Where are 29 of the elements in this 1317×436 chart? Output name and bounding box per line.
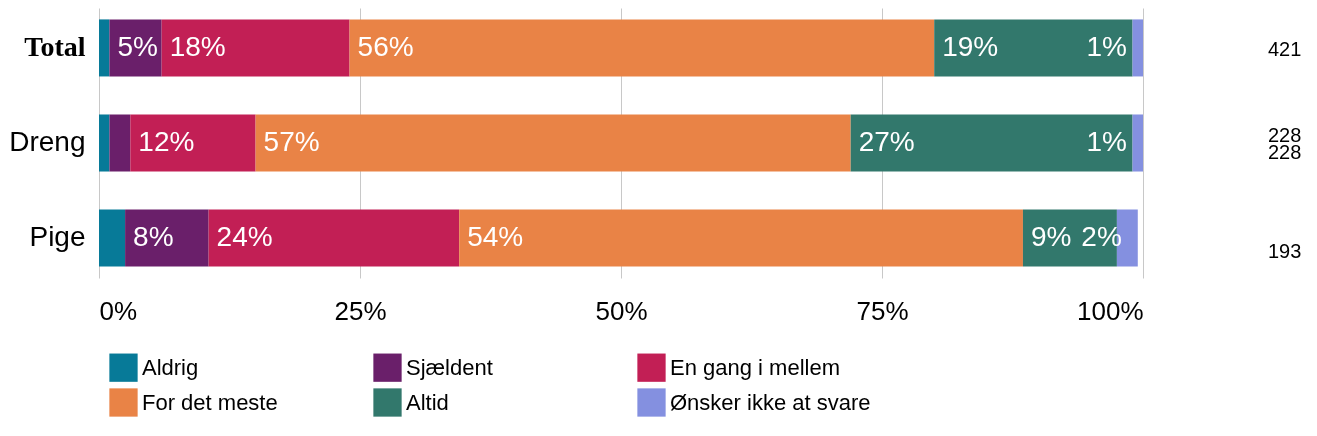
text: 421 — [1268, 38, 1302, 61]
data-label: 54% — [467, 221, 524, 253]
x-tick-label: 25% — [334, 295, 387, 326]
data-label: 5% — [117, 30, 158, 62]
data-label: 56% — [357, 30, 414, 62]
data-label: 19% — [942, 30, 999, 62]
data-label: 57% — [263, 126, 320, 157]
legend-label: Ønsker ikke at svare — [670, 389, 871, 415]
data-label: 1% — [1086, 30, 1127, 62]
y-tick-label: Total — [24, 30, 86, 62]
y-tick-label: Dreng — [9, 126, 86, 157]
data-label: 27% — [858, 126, 915, 157]
legend-label: Aldrig — [142, 354, 199, 380]
data-label: 24% — [216, 221, 273, 253]
x-tick-label: 75% — [856, 295, 909, 326]
legend-label: For det meste — [142, 389, 278, 415]
data-label: 8% — [133, 221, 174, 253]
x-tick-label: 0% — [99, 295, 138, 326]
legend-label: En gang i mellem — [670, 354, 840, 380]
x-tick-label: 100% — [1077, 295, 1144, 326]
y-tick-label: Pige — [29, 221, 86, 253]
legend-label: Sjældent — [406, 354, 493, 380]
data-label: 9% — [1030, 221, 1072, 253]
x-tick-label: 50% — [595, 295, 648, 326]
data-label: 18% — [169, 30, 226, 62]
data-label: 12% — [138, 126, 195, 157]
text: 193 — [1268, 240, 1302, 263]
legend-label: Altid — [406, 389, 449, 415]
data-label: 1% — [1086, 126, 1127, 157]
